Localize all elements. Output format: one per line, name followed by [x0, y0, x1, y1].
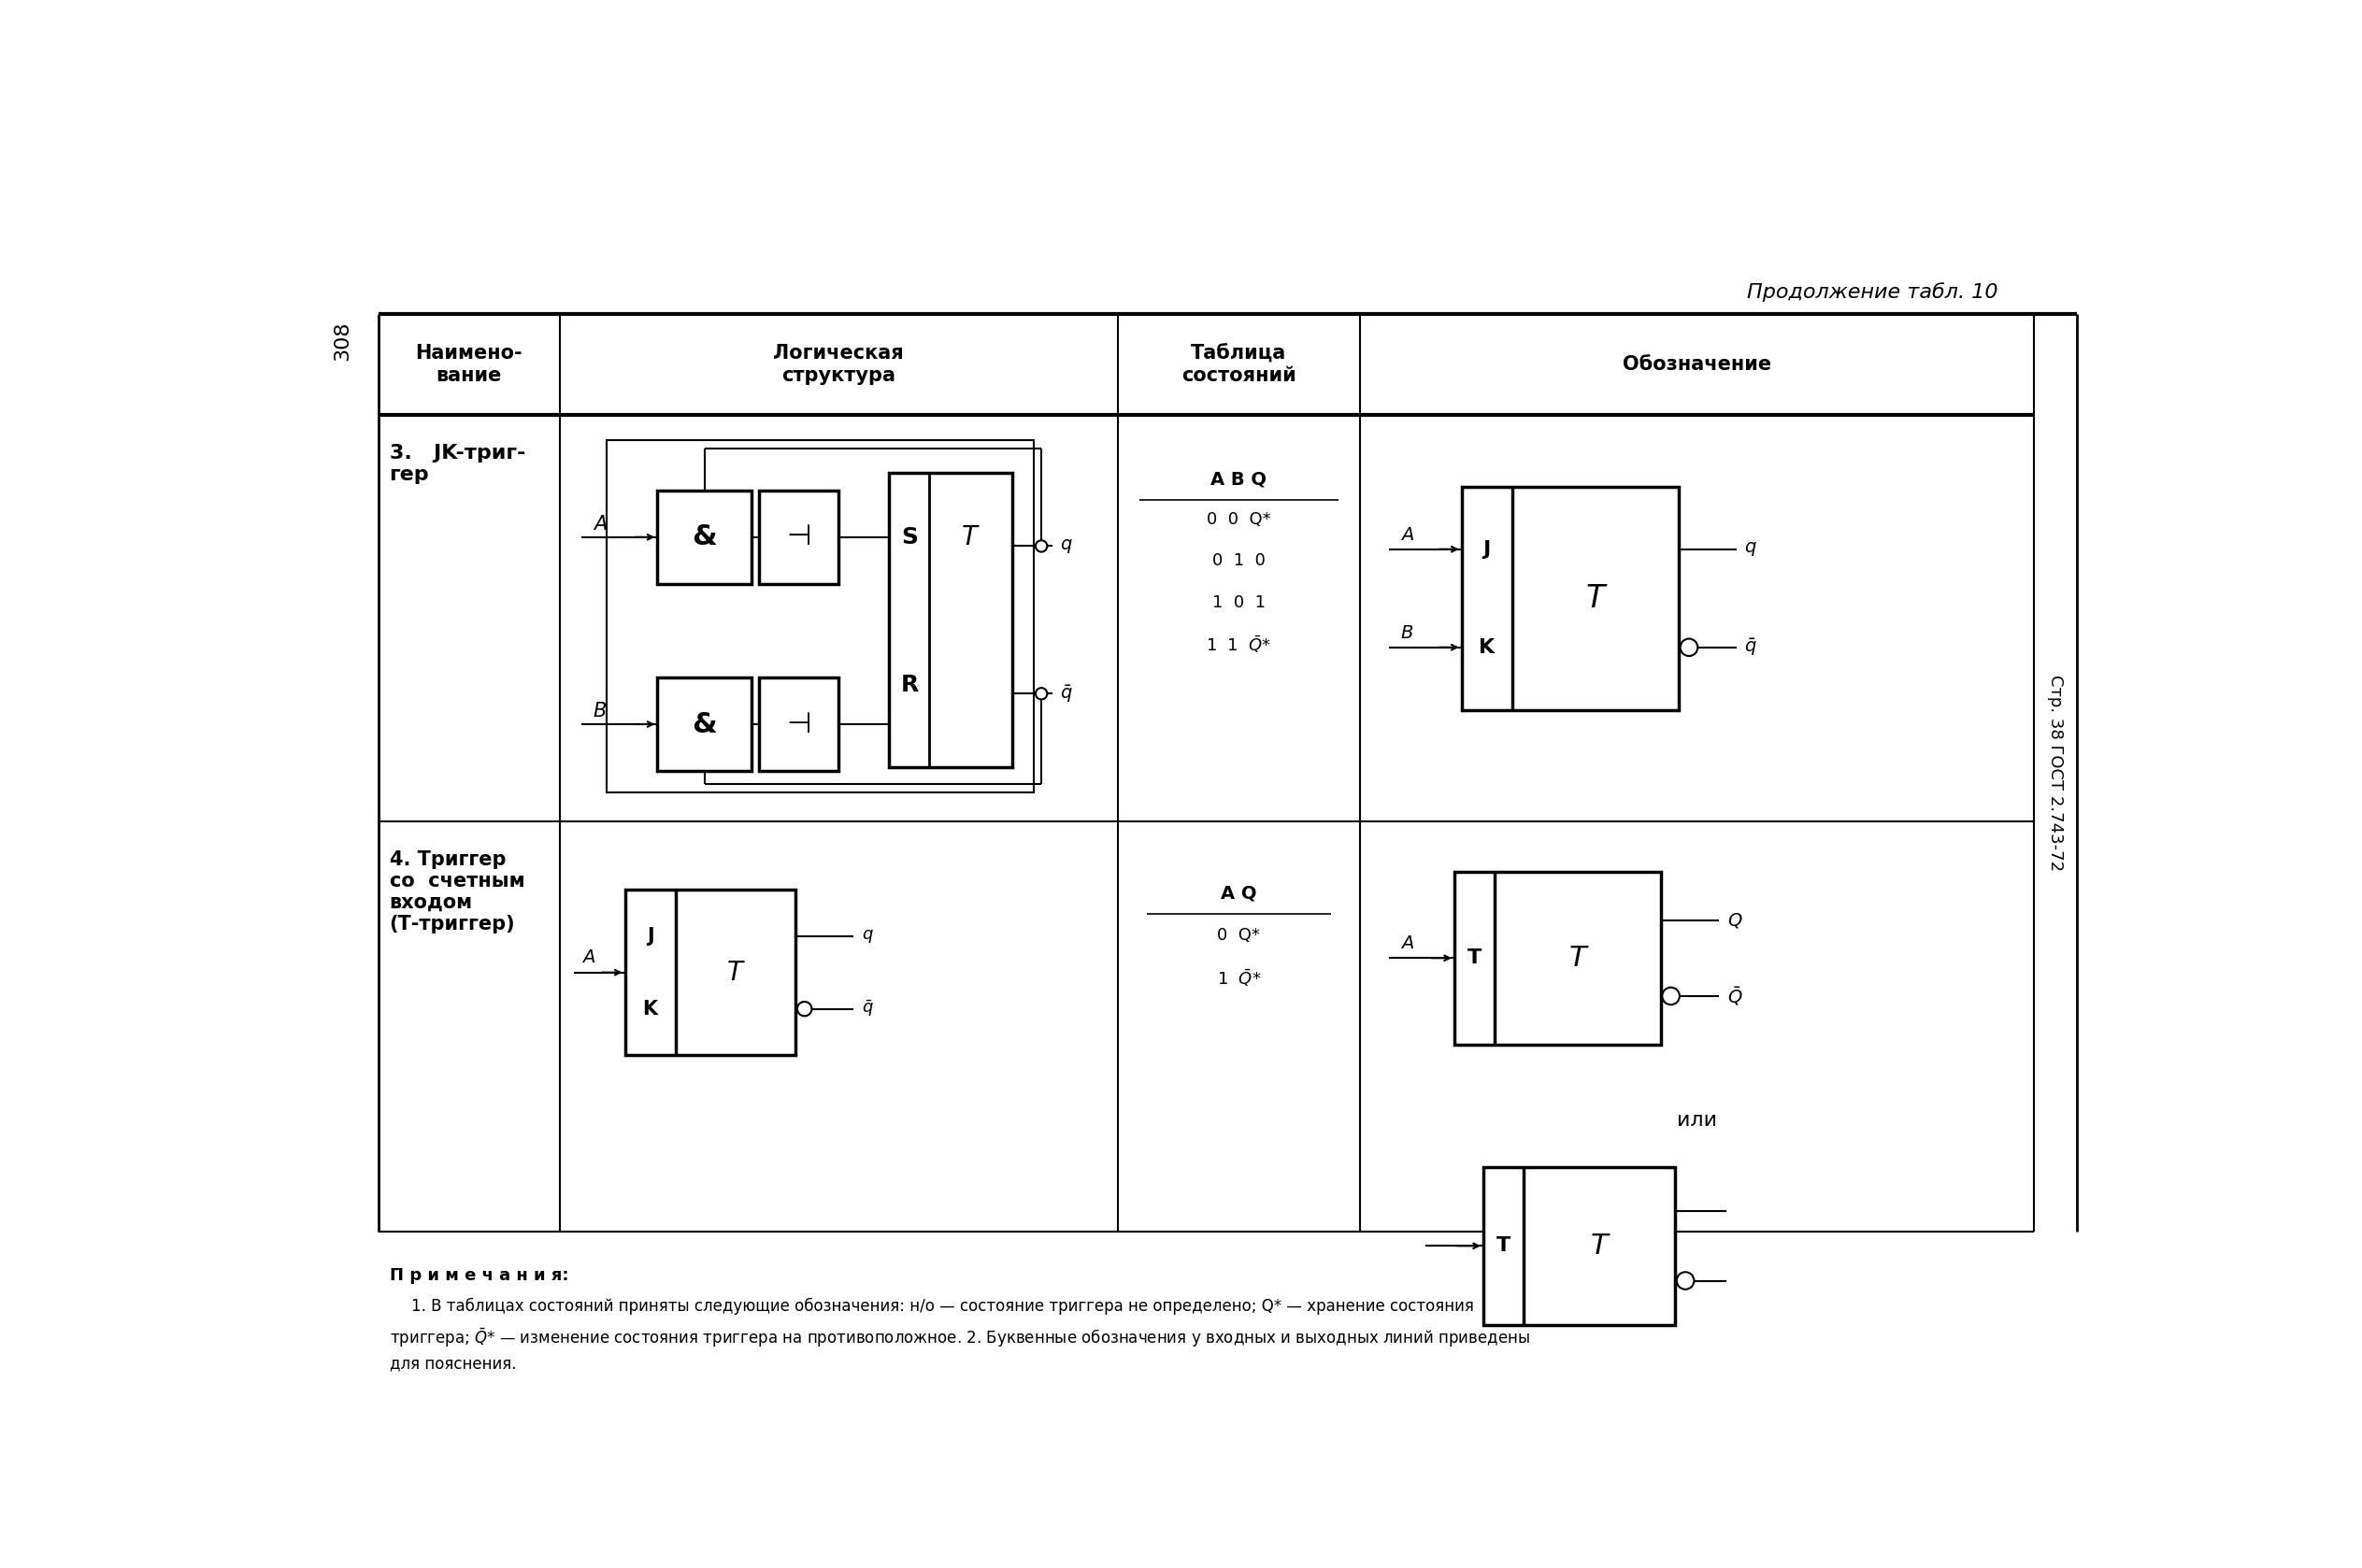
- Circle shape: [1035, 688, 1046, 699]
- Text: $A$: $A$: [593, 514, 607, 533]
- Bar: [607, 441, 1035, 792]
- Bar: [626, 889, 796, 1055]
- Text: Наимено-
вание: Наимено- вание: [416, 345, 522, 384]
- Circle shape: [1677, 1272, 1694, 1289]
- Text: &: &: [692, 524, 718, 550]
- Bar: [758, 491, 839, 583]
- Text: A B Q: A B Q: [1212, 470, 1266, 489]
- Circle shape: [1035, 541, 1046, 552]
- Text: 1  0  1: 1 0 1: [1212, 594, 1266, 612]
- Text: J: J: [1483, 539, 1490, 558]
- Text: 308: 308: [333, 321, 352, 361]
- Text: T: T: [1495, 1237, 1509, 1256]
- Text: или: или: [1677, 1110, 1717, 1129]
- Bar: [888, 472, 1013, 767]
- Text: $A$: $A$: [1401, 935, 1415, 952]
- Text: Логическая
структура: Логическая структура: [772, 345, 905, 384]
- Text: T: T: [1590, 1232, 1609, 1259]
- Text: $\bar{q}$: $\bar{q}$: [1743, 637, 1757, 659]
- Text: J: J: [647, 927, 654, 946]
- Text: $\bar{Q}$: $\bar{Q}$: [1727, 985, 1743, 1007]
- Text: $B$: $B$: [593, 702, 607, 721]
- Circle shape: [1663, 988, 1679, 1005]
- Bar: [758, 677, 839, 771]
- Circle shape: [798, 1002, 813, 1016]
- Text: $A$: $A$: [1401, 525, 1415, 544]
- Text: T: T: [1467, 949, 1481, 967]
- Text: $\bar{q}$: $\bar{q}$: [862, 999, 874, 1019]
- Bar: [657, 491, 751, 583]
- Text: Таблица
состояний: Таблица состояний: [1181, 343, 1297, 384]
- Circle shape: [1679, 638, 1698, 655]
- Text: 1. В таблицах состояний приняты следующие обозначения: н/о — состояние триггера : 1. В таблицах состояний приняты следующи…: [411, 1298, 1474, 1314]
- Text: ⊣: ⊣: [787, 524, 810, 550]
- Text: $q$: $q$: [1743, 541, 1757, 558]
- Text: триггера; $\bar{Q}$* — изменение состояния триггера на противоположное. 2. Букве: триггера; $\bar{Q}$* — изменение состоян…: [390, 1327, 1531, 1350]
- Text: 4. Триггер
со  счетным
входом
(Т-триггер): 4. Триггер со счетным входом (Т-триггер): [390, 850, 524, 935]
- Text: Обозначение: Обозначение: [1623, 354, 1772, 373]
- Text: K: K: [642, 999, 657, 1018]
- Text: 3.   JK-триг-
гер: 3. JK-триг- гер: [390, 444, 524, 485]
- Text: Стр. 38 ГОСТ 2.743-72: Стр. 38 ГОСТ 2.743-72: [2048, 674, 2064, 870]
- Text: A Q: A Q: [1221, 884, 1257, 902]
- Text: 0  Q*: 0 Q*: [1216, 927, 1261, 944]
- Text: $A$: $A$: [581, 949, 595, 967]
- Text: T: T: [727, 960, 744, 986]
- Bar: [657, 677, 751, 771]
- Text: &: &: [692, 710, 718, 739]
- Text: $Q$: $Q$: [1727, 911, 1743, 930]
- Text: ⊣: ⊣: [787, 710, 810, 739]
- Text: для пояснения.: для пояснения.: [390, 1355, 515, 1372]
- Bar: [1455, 872, 1660, 1044]
- Text: S: S: [902, 525, 919, 549]
- Text: $\bar{q}$: $\bar{q}$: [1061, 684, 1072, 704]
- Text: 1  1  $\bar{Q}$*: 1 1 $\bar{Q}$*: [1207, 633, 1271, 655]
- Text: R: R: [900, 674, 919, 696]
- Text: $q$: $q$: [1061, 538, 1072, 555]
- Text: K: K: [1479, 638, 1495, 657]
- Text: П р и м е ч а н и я:: П р и м е ч а н и я:: [390, 1267, 569, 1284]
- Text: 0  1  0: 0 1 0: [1212, 552, 1266, 569]
- Text: 0  0  Q*: 0 0 Q*: [1207, 511, 1271, 527]
- Text: T: T: [1568, 944, 1587, 972]
- Bar: [1483, 1167, 1675, 1325]
- Text: $q$: $q$: [862, 928, 874, 944]
- Text: T: T: [1585, 583, 1606, 613]
- Text: $B$: $B$: [1401, 624, 1412, 641]
- Text: Продолжение табл. 10: Продолжение табл. 10: [1746, 282, 1998, 303]
- Bar: [1462, 486, 1679, 710]
- Text: T: T: [961, 524, 978, 550]
- Text: 1  $\bar{Q}$*: 1 $\bar{Q}$*: [1216, 967, 1261, 989]
